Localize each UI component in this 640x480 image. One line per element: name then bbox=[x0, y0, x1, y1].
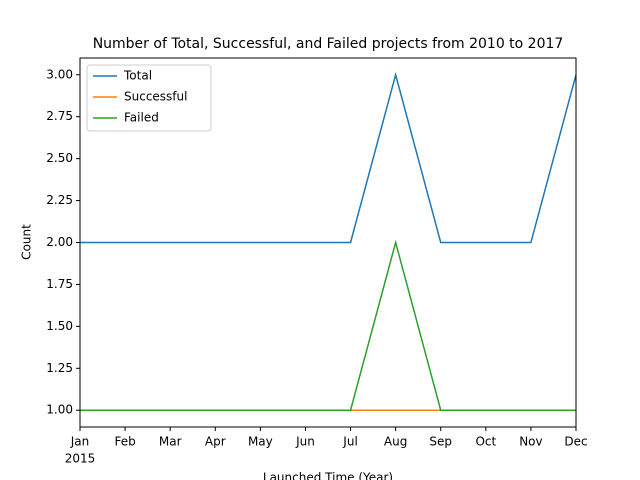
x-tick-label: Jul bbox=[342, 435, 357, 449]
x-tick-label: Aug bbox=[384, 435, 407, 449]
legend-label: Failed bbox=[124, 111, 159, 125]
x-tick-label: Mar bbox=[159, 435, 182, 449]
x-tick-label: Apr bbox=[205, 435, 226, 449]
legend-label: Successful bbox=[124, 90, 187, 104]
y-tick-label: 1.25 bbox=[46, 361, 73, 375]
legend-label: Total bbox=[123, 69, 152, 83]
x-tick-label: Nov bbox=[519, 435, 542, 449]
line bbox=[80, 71, 577, 244]
chart-title: Number of Total, Successful, and Failed … bbox=[93, 36, 564, 52]
y-tick-label: 2.75 bbox=[46, 109, 73, 123]
x-tick-label: Jan bbox=[70, 435, 90, 449]
y-axis-label: Count bbox=[20, 224, 34, 260]
x-tick-label: Jun bbox=[295, 435, 315, 449]
x-year-label: 2015 bbox=[65, 452, 96, 466]
x-axis-label: Launched Time (Year) bbox=[263, 471, 393, 480]
x-tick-label: Sep bbox=[429, 435, 452, 449]
y-tick-label: 1.00 bbox=[46, 403, 73, 417]
line bbox=[80, 239, 576, 411]
y-tick-label: 2.00 bbox=[46, 235, 73, 249]
x-tick-label: Dec bbox=[564, 435, 587, 449]
axes-frame bbox=[79, 57, 577, 428]
y-tick-label: 3.00 bbox=[46, 67, 73, 81]
y-tick-label: 2.25 bbox=[46, 193, 73, 207]
x-tick-label: Feb bbox=[114, 435, 135, 449]
x-tick-label: May bbox=[248, 435, 273, 449]
legend-box bbox=[86, 64, 212, 132]
x-tick-label: Oct bbox=[475, 435, 496, 449]
y-tick-label: 1.75 bbox=[46, 277, 73, 291]
y-tick-label: 1.50 bbox=[46, 319, 73, 333]
y-tick-label: 2.50 bbox=[46, 151, 73, 165]
